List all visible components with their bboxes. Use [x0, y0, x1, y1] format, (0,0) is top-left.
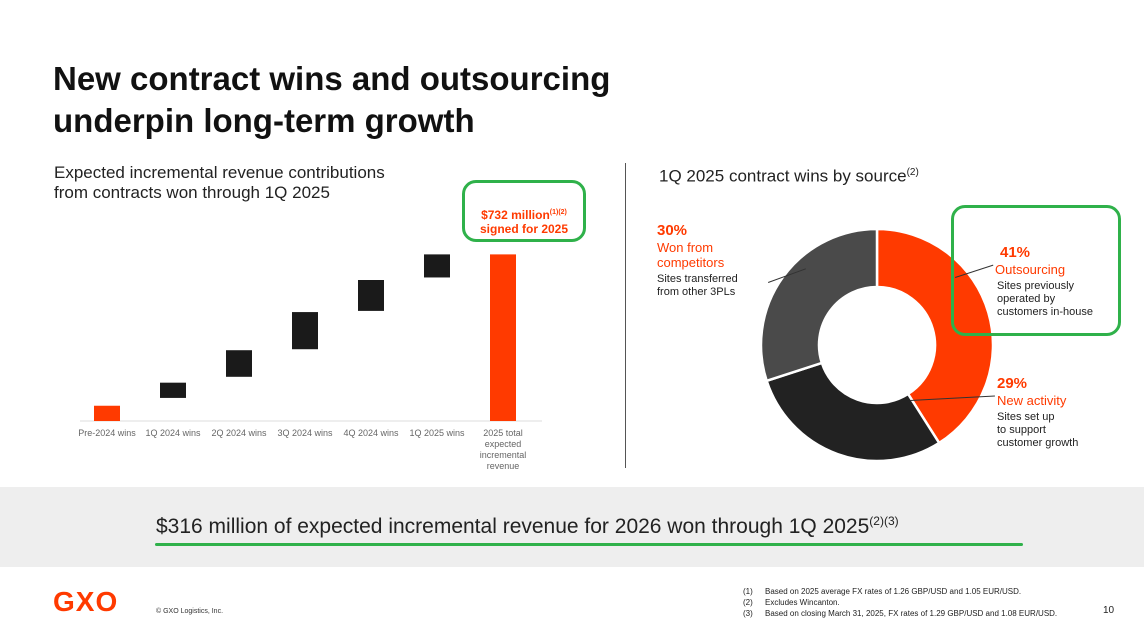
waterfall-subtitle: Expected incremental revenue contributio…: [54, 163, 474, 203]
segment-label-new-activity: 29% New activity Sites set up to support…: [997, 375, 1117, 450]
x-tick-label: 1Q 2024 wins: [145, 428, 201, 438]
callout-amount: $732 million: [481, 208, 550, 222]
segment-label-competitors: 30% Won from competitors Sites transferr…: [657, 222, 767, 299]
footnotes: (1) Based on 2025 average FX rates of 1.2…: [743, 586, 1057, 619]
segment-desc: customer growth: [997, 437, 1079, 449]
segment-desc: to support: [997, 424, 1046, 436]
segment-source: Won from: [657, 240, 714, 255]
footnote-text: Based on 2025 average FX rates of 1.26 G…: [765, 587, 1022, 596]
footnote-number: (1): [743, 587, 753, 596]
donut-chart: [759, 227, 995, 463]
waterfall-bar: [292, 312, 318, 350]
donut-subtitle-footnote-ref: (2): [906, 167, 919, 178]
waterfall-bar: [94, 405, 120, 421]
total-bar: [490, 254, 516, 421]
segment-pct: 30%: [657, 222, 688, 239]
summary-band: [0, 487, 1144, 567]
copyright: © GXO Logistics, Inc.: [156, 608, 224, 615]
donut-subtitle-text: 1Q 2025 contract wins by source: [659, 166, 907, 186]
x-tick-label: 2Q 2024 wins: [211, 428, 267, 438]
footnote-number: (2): [743, 598, 753, 607]
title-line-1: New contract wins and outsourcing: [53, 60, 611, 97]
footnote-1: (1) Based on 2025 average FX rates of 1.2…: [743, 586, 1057, 597]
summary-text: $316 million of expected incremental rev…: [156, 514, 899, 539]
x-tick-label: revenue: [487, 461, 520, 471]
segment-pct: 29%: [997, 375, 1028, 392]
outsourcing-highlight: [951, 205, 1121, 336]
summary-footnote-ref: (2)(3): [869, 514, 899, 528]
segment-desc: Sites set up: [997, 411, 1055, 423]
x-tick-label: 1Q 2025 wins: [409, 428, 465, 438]
summary-statement: $316 million of expected incremental rev…: [156, 515, 870, 538]
waterfall-bar: [358, 280, 384, 311]
donut-subtitle: 1Q 2025 contract wins by source(2): [659, 163, 919, 187]
segment-desc: customers in-house: [997, 306, 1093, 318]
footnote-text: Excludes Wincanton.: [765, 598, 840, 607]
donut-slice-outsourcing: [875, 227, 995, 445]
footnote-2: (2) Excludes Wincanton.: [743, 597, 1057, 608]
waterfall-chart: Pre-2024 wins 1Q 2024 wins 2Q 2024 wins 3Q …: [78, 254, 542, 471]
donut-slice-won-from-competitors: [759, 227, 879, 383]
segment-source: New activity: [997, 393, 1067, 408]
segment-desc: Sites previously: [997, 280, 1075, 292]
callout-signed-text: signed for 2025: [479, 222, 569, 236]
page-number: 10: [1103, 605, 1115, 616]
waterfall-subtitle-line-1: Expected incremental revenue contributio…: [54, 163, 385, 182]
footnote-number: (3): [743, 609, 753, 618]
waterfall-bar: [226, 350, 252, 377]
x-tick-label: Pre-2024 wins: [78, 428, 136, 438]
panel-divider: [625, 163, 626, 468]
segment-desc: operated by: [997, 293, 1056, 305]
waterfall-bar: [160, 382, 186, 398]
x-tick-label: 3Q 2024 wins: [277, 428, 333, 438]
segment-desc: Sites transferred: [657, 273, 738, 285]
total-callout: $732 million(1)(2) signed for 2025: [462, 180, 586, 242]
x-tick-label: 2025 total: [483, 428, 523, 438]
waterfall-subtitle-line-2: from contracts won through 1Q 2025: [54, 183, 330, 202]
waterfall-bar: [424, 254, 450, 278]
segment-pct: 41%: [1000, 244, 1031, 261]
gxo-logo: GXO: [53, 586, 119, 617]
segment-source: competitors: [657, 255, 725, 270]
page-title: New contract wins and outsourcing underp…: [53, 58, 753, 142]
callout-footnote-ref: (1)(2): [549, 209, 567, 216]
footnote-text: Based on closing March 31, 2025, FX rate…: [765, 609, 1058, 618]
segment-desc: from other 3PLs: [657, 286, 736, 298]
x-tick-label: incremental: [480, 450, 527, 460]
donut-slice-new-activity: [765, 361, 941, 463]
segment-source: Outsourcing: [995, 262, 1066, 277]
x-tick-label: expected: [485, 439, 522, 449]
x-tick-label: 4Q 2024 wins: [343, 428, 399, 438]
footnote-3: (3) Based on closing March 31, 2025, FX r…: [743, 608, 1057, 619]
segment-label-outsourcing: 41% Outsourcing Sites previously operate…: [995, 244, 1115, 319]
title-line-2: underpin long-term growth: [53, 102, 475, 139]
summary-highlight-underline: [155, 543, 1023, 546]
